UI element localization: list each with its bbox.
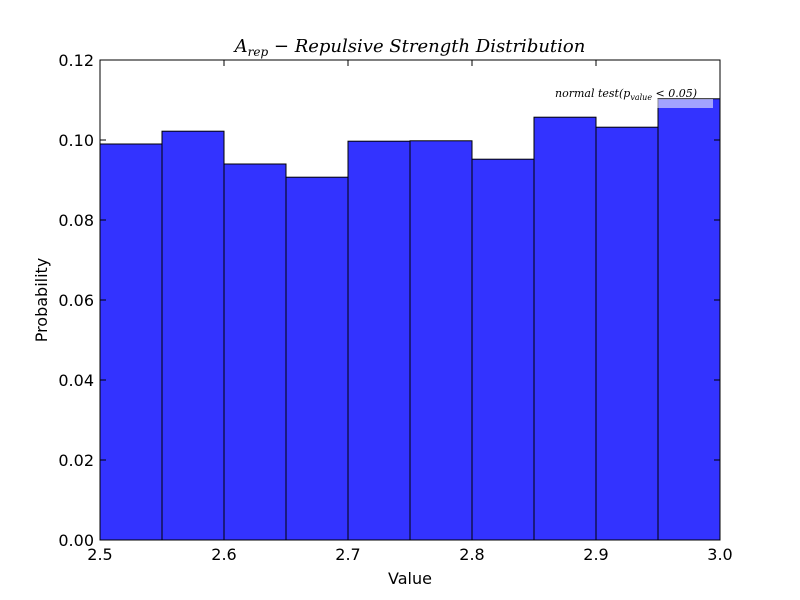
x-tick-label: 3.0	[707, 545, 732, 564]
y-tick-label: 0.12	[58, 51, 94, 70]
histogram-bar	[99, 143, 163, 541]
histogram-bar	[347, 140, 411, 541]
annotation-text: normal test(pvalue < 0.05)	[555, 87, 697, 102]
y-tick-label: 0.06	[58, 291, 94, 310]
x-tick-label: 2.5	[87, 545, 112, 564]
y-tick-label: 0.02	[58, 451, 94, 470]
ticks-group: 2.5 2.6 2.7 2.8 2.9 3.0 0.00 0.02 0.04 0.06 0.08 0.…	[58, 51, 732, 564]
histogram-bar	[223, 163, 287, 541]
plot-frame	[99, 59, 721, 541]
x-tick-label: 2.8	[459, 545, 484, 564]
y-tick-label: 0.04	[58, 371, 94, 390]
x-axis-label: Value	[388, 569, 432, 588]
x-tick-label: 2.6	[211, 545, 236, 564]
histogram-bar	[533, 116, 597, 541]
y-tick-label: 0.08	[58, 211, 94, 230]
histogram-bar	[595, 126, 659, 541]
histogram-bar	[161, 130, 225, 541]
y-tick-label: 0.10	[58, 131, 94, 150]
chart-title: Arep − Repulsive Strength Distribution	[233, 36, 586, 59]
annotation-box	[657, 99, 713, 108]
x-tick-label: 2.9	[583, 545, 608, 564]
histogram-bar	[285, 176, 349, 541]
histogram-bar	[657, 98, 721, 541]
x-tick-label: 2.7	[335, 545, 360, 564]
y-tick-label: 0.00	[58, 531, 94, 550]
y-axis-label: Probability	[32, 258, 51, 343]
bars-group	[99, 98, 721, 541]
histogram-bar	[471, 158, 535, 541]
histogram-bar	[409, 140, 473, 541]
